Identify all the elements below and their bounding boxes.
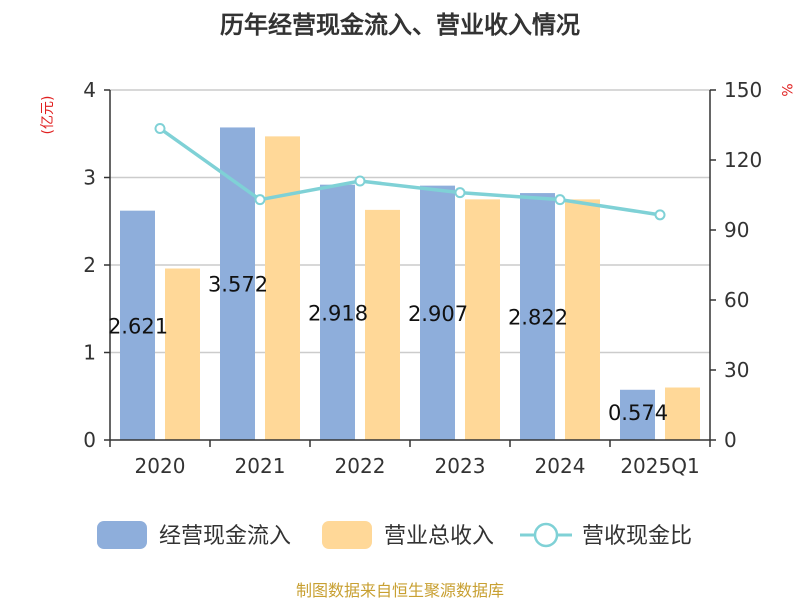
bar-value-label: 0.574 bbox=[608, 401, 668, 425]
ratio-line bbox=[154, 123, 666, 221]
bar-value-label: 2.918 bbox=[308, 301, 368, 325]
x-tick-label: 2024 bbox=[535, 454, 586, 478]
bar-cash-inflow bbox=[420, 185, 455, 440]
bar-cash-inflow bbox=[120, 210, 155, 440]
ratio-point bbox=[154, 123, 166, 134]
left-tick-label: 2 bbox=[83, 253, 96, 277]
legend-swatch bbox=[322, 521, 372, 549]
ratio-point bbox=[654, 209, 666, 221]
x-tick-label: 2025Q1 bbox=[620, 454, 699, 478]
bar-value-label: 3.572 bbox=[208, 273, 268, 297]
bar-value-label: 2.621 bbox=[108, 314, 168, 338]
right-tick-label: 30 bbox=[724, 358, 749, 382]
bar-cash-inflow bbox=[220, 127, 255, 440]
right-tick-label: 0 bbox=[724, 428, 737, 452]
left-tick-label: 1 bbox=[83, 341, 96, 365]
legend-label: 营业总收入 bbox=[384, 524, 494, 549]
x-tick-label: 2023 bbox=[435, 454, 486, 478]
right-tick-label: 60 bbox=[724, 288, 749, 312]
axes: 0 1 2 3 4 0 30 60 90 120 150 2020 2021 2022 2023 2024 20… bbox=[83, 78, 762, 478]
legend-marker bbox=[533, 522, 559, 548]
source-note: 制图数据来自恒生聚源数据库 bbox=[296, 581, 504, 600]
data-labels: 2.621 3.572 2.918 2.907 2.822 0.574 bbox=[108, 273, 668, 425]
bars bbox=[120, 127, 700, 440]
legend-swatch bbox=[97, 521, 147, 549]
legend-label: 经营现金流入 bbox=[159, 524, 291, 549]
chart-title: 历年经营现金流入、营业收入情况 bbox=[220, 11, 580, 39]
ratio-point bbox=[254, 194, 266, 206]
bar-cash-inflow bbox=[520, 193, 555, 440]
bar-revenue bbox=[165, 268, 200, 440]
ratio-line-path bbox=[158, 127, 661, 217]
right-tick-label: 90 bbox=[724, 218, 749, 242]
right-tick-label: 150 bbox=[724, 78, 762, 102]
bar-revenue bbox=[465, 199, 500, 440]
left-tick-label: 3 bbox=[83, 166, 96, 190]
legend: 经营现金流入 营业总收入 营收现金比 bbox=[97, 521, 692, 549]
bar-revenue bbox=[665, 387, 700, 440]
left-tick-label: 4 bbox=[83, 78, 96, 102]
bar-cash-inflow bbox=[320, 184, 355, 440]
bar-revenue bbox=[365, 209, 400, 440]
x-tick-label: 2021 bbox=[235, 454, 286, 478]
legend-label: 营收现金比 bbox=[582, 524, 692, 549]
left-axis-unit: (亿元) bbox=[40, 96, 56, 135]
bar-revenue bbox=[565, 199, 600, 440]
left-tick-label: 0 bbox=[83, 428, 96, 452]
ratio-point bbox=[454, 187, 466, 199]
x-tick-label: 2020 bbox=[135, 454, 186, 478]
bar-value-label: 2.822 bbox=[508, 306, 568, 330]
bar-revenue bbox=[265, 136, 300, 440]
bar-cash-inflow bbox=[620, 389, 655, 440]
right-tick-label: 120 bbox=[724, 148, 762, 172]
ratio-point bbox=[554, 194, 566, 206]
gridlines bbox=[110, 89, 710, 354]
x-tick-label: 2022 bbox=[335, 454, 386, 478]
bar-value-label: 2.907 bbox=[408, 302, 468, 326]
right-axis-unit: % bbox=[778, 83, 794, 96]
ratio-point bbox=[354, 175, 366, 187]
